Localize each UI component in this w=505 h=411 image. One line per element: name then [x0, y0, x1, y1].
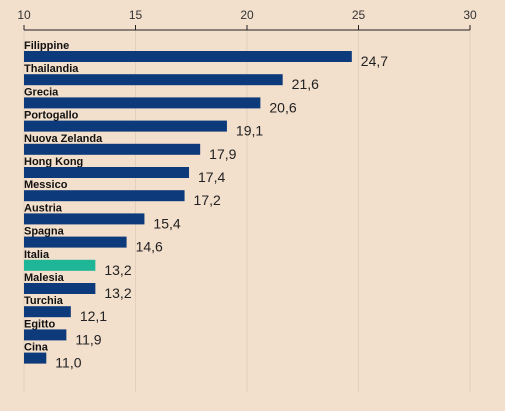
x-tick-label: 15	[129, 8, 143, 22]
bar	[24, 236, 127, 248]
category-label: Austria	[24, 202, 63, 214]
bar	[24, 306, 71, 318]
x-axis: 10 15 20 25 30	[17, 8, 477, 31]
bar	[24, 167, 190, 178]
category-label: Spagna	[24, 226, 65, 238]
category-label: Malesia	[24, 272, 65, 284]
value-label: 17,9	[209, 146, 236, 162]
value-label: 21,6	[292, 76, 319, 92]
x-tick-label: 30	[463, 8, 477, 22]
category-label: Nuova Zelanda	[24, 133, 103, 145]
value-label: 13,2	[104, 262, 131, 278]
value-label: 13,2	[104, 285, 131, 301]
value-label: 12,1	[80, 308, 107, 324]
value-label: 24,7	[361, 53, 388, 69]
value-label: 15,4	[153, 215, 180, 231]
category-label: Cina	[24, 342, 49, 354]
bar	[24, 213, 145, 225]
category-label: Hong Kong	[24, 156, 83, 168]
bar	[24, 190, 185, 202]
category-label: Italia	[24, 249, 50, 261]
x-tick-label: 20	[240, 8, 254, 22]
bar	[24, 259, 96, 271]
value-label: 17,4	[198, 169, 225, 185]
bar	[24, 283, 96, 294]
bar	[24, 329, 67, 341]
x-tick-label: 10	[17, 8, 31, 22]
value-label: 20,6	[269, 99, 296, 115]
value-label: 11,0	[55, 355, 81, 371]
bar	[24, 74, 283, 86]
category-label: Thailandia	[24, 63, 79, 75]
bar	[24, 143, 201, 155]
bar	[24, 97, 261, 109]
x-tick-label: 25	[352, 8, 366, 22]
bars: Filippine 24,7 Thailandia 21,6 Grecia 20,6 Por…	[24, 40, 388, 371]
category-label: Messico	[24, 179, 68, 191]
bar	[24, 120, 227, 132]
category-label: Filippine	[24, 40, 69, 52]
value-label: 19,1	[236, 123, 263, 139]
bar	[24, 51, 352, 62]
bar	[24, 352, 47, 364]
category-label: Egitto	[24, 318, 55, 330]
category-label: Portogallo	[24, 110, 79, 122]
value-label: 11,9	[75, 331, 101, 347]
category-label: Turchia	[24, 295, 64, 307]
value-label: 17,2	[194, 192, 221, 208]
category-label: Grecia	[24, 86, 59, 98]
value-label: 14,6	[136, 239, 163, 255]
